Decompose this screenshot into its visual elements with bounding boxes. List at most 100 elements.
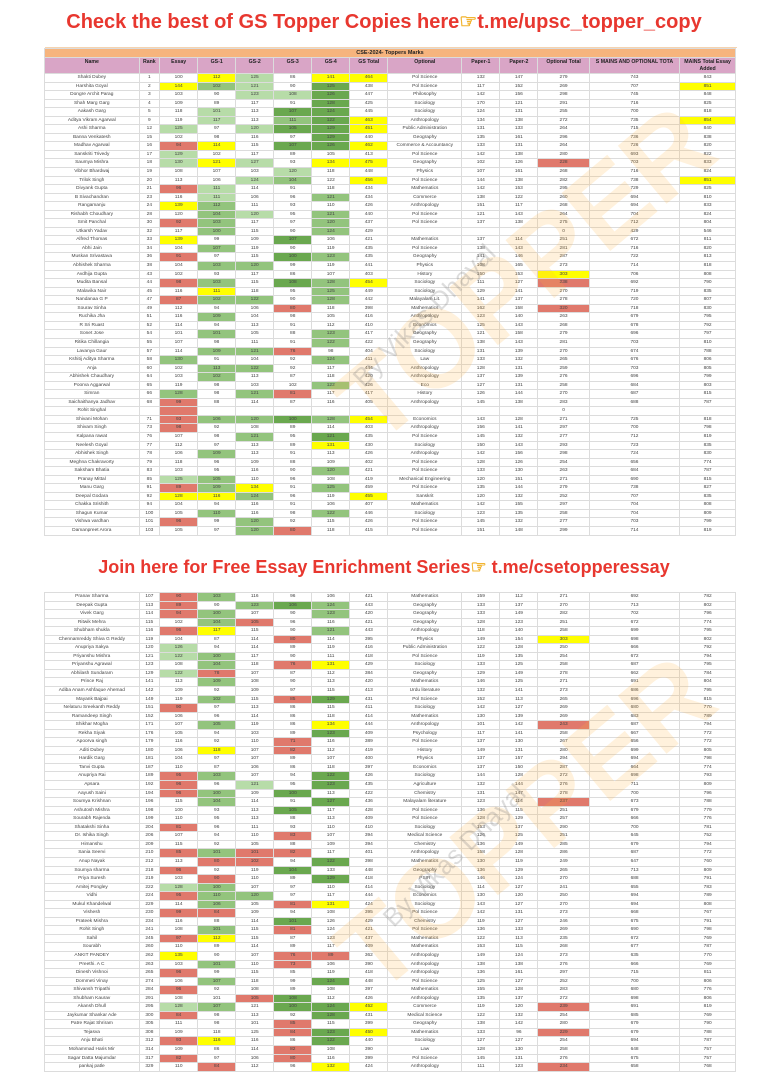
score-cell: 144 — [499, 483, 539, 493]
table-row: Abhishek Chaudhary 64 103 102 113 87 118 420 Ant… — [44, 372, 736, 382]
score-cell: 448 — [349, 167, 389, 177]
score-cell: 798 — [679, 925, 736, 935]
name-cell: Jaykumar Shankar Ade — [44, 1010, 140, 1021]
score-cell: 114 — [235, 184, 275, 194]
score-cell: 130 — [499, 737, 539, 747]
score-cell: 127 — [499, 703, 539, 713]
score-cell: 89 — [273, 440, 313, 451]
score-cell: 283 — [537, 397, 590, 408]
table-row: Chennamreddy Shiva G Reddy 119 104 87 114 80 1… — [44, 634, 736, 645]
score-cell: 790 — [679, 1019, 736, 1029]
score-cell: 435 — [349, 243, 389, 254]
score-cell: 680 — [588, 985, 681, 995]
name-cell: Shubham Kaurav — [44, 993, 140, 1004]
telegram-link[interactable]: t.me/upsc_topper_copy — [477, 11, 702, 33]
name-cell: Aditya Vikram Agarwal — [44, 115, 140, 126]
score-cell: 409 — [349, 814, 389, 824]
score-cell: 105 — [197, 720, 237, 730]
score-cell: Pol Science — [387, 976, 463, 987]
score-cell: 262 — [138, 950, 161, 961]
score-cell: 108 — [159, 925, 199, 935]
score-cell: 86 — [273, 269, 313, 280]
score-cell: 82 — [273, 848, 313, 858]
score-cell: 130 — [499, 466, 539, 476]
score-cell: 308 — [138, 1027, 161, 1038]
table-row: Vibhor Bhardwaj 19 108 107 103 120 118 448 Physi… — [44, 167, 736, 177]
topper-copies-banner: Check the best of GS Topper Copies here☞… — [0, 9, 768, 34]
table-row: Preethi. A C 263 103 101 110 73 106 390 Anthropo… — [44, 959, 736, 970]
score-cell: 774 — [679, 457, 736, 468]
score-cell: 678 — [588, 320, 681, 331]
score-cell: 109 — [197, 312, 237, 322]
score-cell: 791 — [679, 874, 736, 884]
score-cell: 265 — [537, 865, 590, 876]
score-cell: Mathematics — [387, 303, 463, 314]
table-row: Anupriya Rai 189 95 103 107 94 122 426 Sociology… — [44, 771, 736, 782]
score-cell: 448 — [349, 976, 389, 987]
score-cell: 141 — [138, 677, 161, 687]
score-cell: 66 — [138, 389, 161, 399]
score-cell: 52 — [138, 320, 161, 331]
score-cell: 110 — [159, 1062, 199, 1072]
score-cell: 212 — [138, 856, 161, 867]
table-row: Dongre Archit Parag 3 103 90 123 108 126 447 Phi… — [44, 90, 736, 100]
score-cell: 115 — [159, 797, 199, 807]
score-cell: 116 — [235, 1036, 275, 1046]
score-cell: 100 — [159, 805, 199, 816]
score-cell: 792 — [679, 643, 736, 653]
score-cell: 108 — [273, 993, 313, 1004]
score-cell: 229 — [537, 1027, 590, 1038]
score-cell: 119 — [311, 643, 351, 653]
score-cell: 115 — [235, 694, 275, 705]
name-cell: Sourabh Rajenda — [44, 814, 140, 824]
score-cell: 320 — [537, 303, 590, 314]
score-cell: 428 — [349, 805, 389, 816]
score-cell: 107 — [197, 976, 237, 987]
score-cell: 100 — [197, 609, 237, 619]
score-cell: 161 — [499, 132, 539, 143]
score-cell: 115 — [311, 517, 351, 527]
score-cell: 92 — [273, 517, 313, 527]
score-cell: 100 — [138, 508, 161, 519]
table-row: R Sri Ruast 52 114 94 113 91 112 410 Economics 12… — [44, 320, 736, 331]
score-cell: 109 — [159, 686, 199, 696]
score-cell: 120 — [235, 526, 275, 536]
score-cell: 725 — [588, 414, 681, 425]
score-cell: 421 — [349, 925, 389, 935]
score-cell: 117 — [461, 728, 501, 739]
score-cell: 12 — [138, 124, 161, 134]
score-cell: 402 — [349, 457, 389, 468]
score-cell: 757 — [679, 1053, 736, 1064]
score-cell: Law — [387, 1045, 463, 1055]
score-cell: 30 — [138, 218, 161, 228]
score-cell: 384 — [349, 668, 389, 679]
score-cell: 98 — [197, 431, 237, 442]
score-cell: 434 — [349, 192, 389, 203]
score-cell: 108 — [273, 278, 313, 288]
score-cell: Anthropology — [387, 993, 463, 1004]
score-cell: 142 — [461, 703, 501, 713]
score-cell: 714 — [588, 526, 681, 536]
score-cell: 271 — [537, 474, 590, 485]
name-cell: Damanpreet Arora — [44, 526, 140, 536]
score-cell: 718 — [588, 303, 681, 314]
score-cell: 137 — [499, 993, 539, 1004]
score-cell: 107 — [197, 167, 237, 177]
score-cell: 114 — [235, 1045, 275, 1055]
score-cell: 97 — [197, 703, 237, 713]
score-cell: 96 — [499, 1027, 539, 1038]
score-cell: Economics — [387, 762, 463, 773]
score-cell: 132 — [499, 491, 539, 502]
name-cell: Anupriya Rai — [44, 771, 140, 782]
score-cell: 438 — [349, 81, 389, 92]
score-cell: 278 — [537, 668, 590, 679]
column-header: GS-3 — [273, 57, 313, 74]
score-cell: 120 — [461, 491, 501, 502]
score-cell: 34 — [138, 243, 161, 254]
score-cell: Pol Science — [387, 457, 463, 468]
telegram-link[interactable]: t.me/csetopperessay — [491, 557, 670, 577]
score-cell: 269 — [537, 703, 590, 713]
score-cell: 127 — [311, 797, 351, 807]
score-cell: 666 — [588, 814, 681, 824]
score-cell: 125 — [499, 660, 539, 670]
